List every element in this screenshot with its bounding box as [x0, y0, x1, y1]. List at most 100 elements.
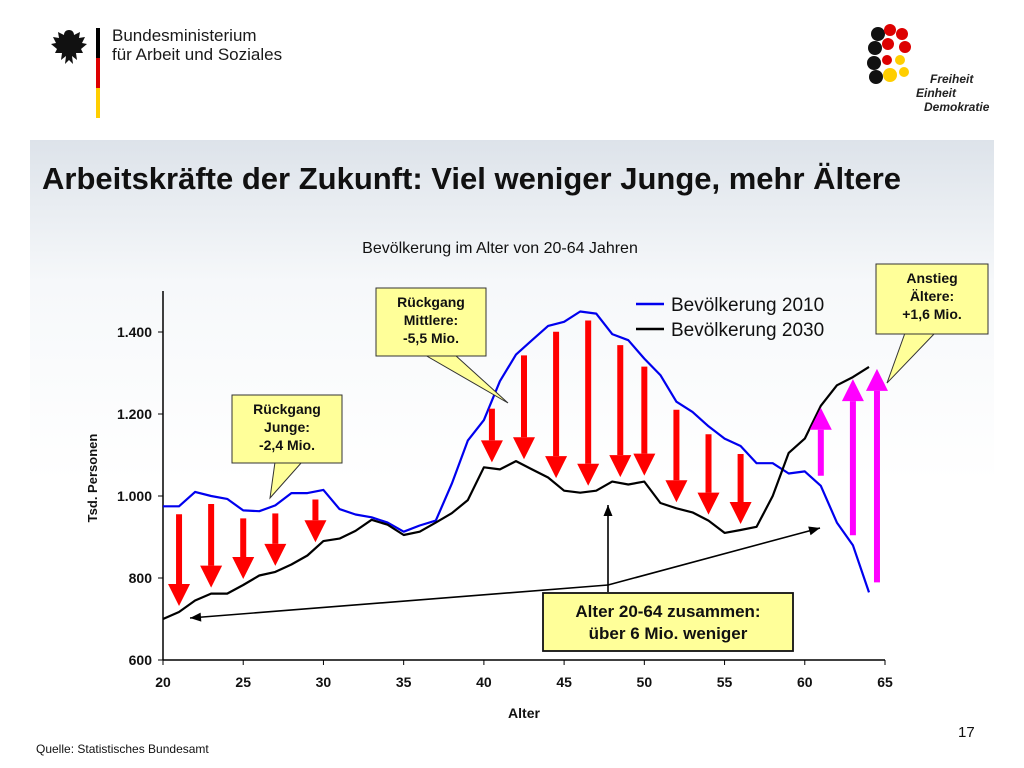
- logo-line-einheit: Einheit: [916, 86, 957, 100]
- callout-text: Rückgang: [397, 294, 465, 310]
- decline-arrow: [200, 504, 223, 588]
- x-tick-label: 20: [155, 674, 171, 690]
- x-tick-label: 45: [556, 674, 572, 690]
- callout-summary: Alter 20-64 zusammen: über 6 Mio. weniger: [542, 592, 794, 652]
- flag-bar-gold: [96, 88, 100, 118]
- callout-text: Rückgang: [253, 401, 321, 417]
- callouts: Rückgang Junge: -2,4 Mio. Rückgang Mittlere:…: [231, 263, 989, 652]
- y-tick-label: 1.400: [117, 324, 152, 340]
- increase-arrow: [809, 407, 832, 476]
- arrow-head: [200, 565, 223, 588]
- callout-tail: [886, 332, 937, 384]
- ministry-name-line2: für Arbeit und Soziales: [112, 45, 283, 64]
- federal-eagle-icon: [51, 30, 87, 64]
- pointer-line: [189, 584, 609, 619]
- y-tick-label: 600: [129, 652, 153, 668]
- unity-logo-icon: [867, 24, 911, 84]
- arrow-head: [232, 556, 255, 579]
- legend-label: Bevölkerung 2010: [671, 295, 824, 316]
- decline-arrow: [304, 499, 327, 543]
- pointer-line: [607, 527, 821, 586]
- logo-line-freiheit: Freiheit: [930, 72, 974, 86]
- y-tick-labels: 600 800 1.000 1.200 1.400: [117, 324, 152, 668]
- arrow-head: [665, 480, 688, 503]
- flag-bar-red: [96, 58, 100, 88]
- callout-text: Junge:: [264, 419, 310, 435]
- decline-arrow: [545, 331, 568, 479]
- arrow-head: [577, 463, 600, 486]
- x-tick-label: 65: [877, 674, 893, 690]
- x-axis-label: Alter: [508, 705, 540, 721]
- pointer-head: [603, 505, 613, 516]
- ministry-name-line1: Bundesministerium: [112, 26, 257, 45]
- y-tick-label: 1.000: [117, 488, 152, 504]
- series-line-2030: [162, 365, 870, 621]
- callout-text: Ältere:: [910, 288, 954, 304]
- summary-pointers: [189, 505, 821, 622]
- arrow-head: [633, 453, 656, 476]
- x-tick-label: 25: [235, 674, 251, 690]
- series-lines: [162, 310, 871, 621]
- arrow-head: [304, 520, 327, 543]
- flag-bar-black: [96, 28, 100, 58]
- slide-title: Arbeitskräfte der Zukunft: Viel weniger …: [42, 161, 902, 196]
- page-number: 17: [958, 724, 975, 741]
- callout-box: [542, 592, 794, 652]
- x-tick-label: 35: [396, 674, 412, 690]
- header: [0, 0, 1024, 140]
- x-tick-label: 60: [797, 674, 813, 690]
- arrow-head: [729, 502, 752, 525]
- decline-arrow: [168, 514, 191, 607]
- decline-arrow: [577, 320, 600, 486]
- arrow-head: [697, 492, 720, 515]
- x-tick-label: 30: [316, 674, 332, 690]
- callout-text: +1,6 Mio.: [902, 306, 962, 322]
- callout-text: Mittlere:: [404, 312, 458, 328]
- callout-decline-middle: Rückgang Mittlere: -5,5 Mio.: [375, 287, 509, 404]
- x-tick-label: 50: [637, 674, 653, 690]
- callout-text: -2,4 Mio.: [259, 437, 315, 453]
- arrow-head: [480, 440, 503, 463]
- callout-text: über 6 Mio. weniger: [589, 624, 748, 643]
- decline-arrow: [264, 513, 287, 566]
- callout-decline-young: Rückgang Junge: -2,4 Mio.: [231, 394, 343, 500]
- increase-arrow: [841, 379, 864, 536]
- chart-legend: Bevölkerung 2010 Bevölkerung 2030: [636, 295, 824, 341]
- decline-arrow: [729, 453, 752, 525]
- arrow-head: [609, 455, 632, 478]
- callout-tail: [423, 354, 509, 404]
- x-tick-label: 55: [717, 674, 733, 690]
- callout-box: [231, 394, 343, 464]
- legend-label: Bevölkerung 2030: [671, 320, 824, 341]
- callout-text: Alter 20-64 zusammen:: [575, 602, 760, 621]
- callout-box: [375, 287, 487, 357]
- logo-line-demokratie: Demokratie: [924, 100, 990, 114]
- decline-arrow: [633, 366, 656, 476]
- pointer-head: [808, 526, 820, 536]
- decline-arrow: [697, 434, 720, 515]
- pointer-head: [190, 612, 202, 622]
- change-arrows: [168, 320, 888, 622]
- series-line-2010: [163, 310, 871, 593]
- callout-text: Anstieg: [906, 270, 957, 286]
- decline-arrow: [232, 518, 255, 579]
- decline-arrow: [609, 345, 632, 478]
- x-tick-label: 40: [476, 674, 492, 690]
- y-axis-label: Tsd. Personen: [85, 434, 100, 523]
- arrow-head: [264, 543, 287, 566]
- chart-title: Bevölkerung im Alter von 20-64 Jahren: [362, 240, 638, 257]
- arrow-head: [513, 437, 535, 460]
- arrow-head: [545, 456, 568, 479]
- decline-arrow: [480, 408, 503, 463]
- chart-axes: [158, 291, 886, 665]
- y-tick-label: 1.200: [117, 406, 152, 422]
- callout-increase-older: Anstieg Ältere: +1,6 Mio.: [875, 263, 989, 384]
- y-tick-label: 800: [129, 570, 153, 586]
- decline-arrow: [665, 409, 688, 503]
- x-tick-labels: 20 25 30 35 40 45 50 55 60 65: [155, 674, 893, 690]
- increase-arrow: [865, 368, 888, 583]
- callout-box: [875, 263, 989, 335]
- arrow-head: [809, 407, 832, 430]
- callout-text: -5,5 Mio.: [403, 330, 459, 346]
